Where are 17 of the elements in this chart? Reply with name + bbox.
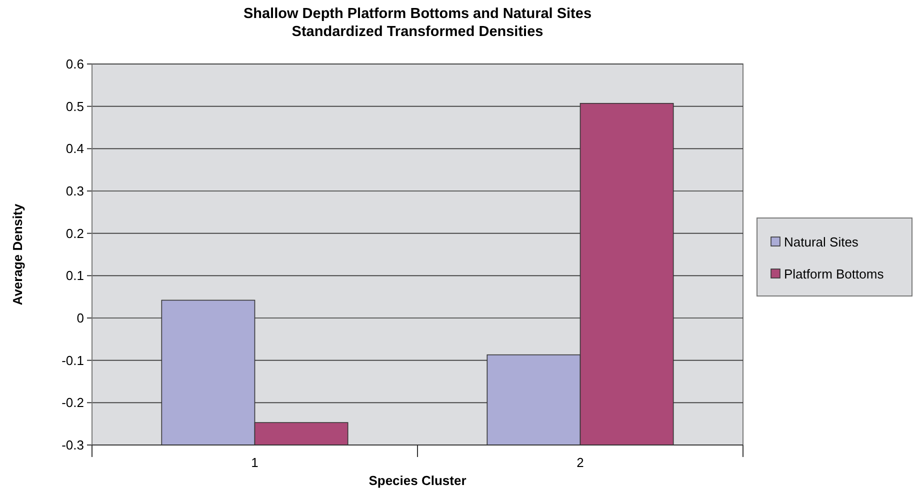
y-tick-label: 0.4 bbox=[66, 141, 84, 156]
y-tick-label: -0.2 bbox=[62, 395, 84, 410]
chart-title: Shallow Depth Platform Bottoms and Natural Sites Standardized Transformed Densities bbox=[243, 6, 592, 40]
y-tick-label: 0.2 bbox=[66, 226, 84, 241]
legend-label: Natural Sites bbox=[784, 234, 859, 250]
y-tick-label: 0 bbox=[76, 310, 84, 326]
x-tick-label: 2 bbox=[576, 455, 584, 470]
x-axis-title: Species Cluster bbox=[368, 473, 466, 488]
y-tick-label: 0.6 bbox=[66, 56, 84, 72]
legend-label: Platform Bottoms bbox=[784, 266, 884, 282]
y-tick-label: -0.3 bbox=[62, 438, 84, 453]
y-tick-label: -0.1 bbox=[62, 352, 84, 368]
y-axis-title: Average Density bbox=[10, 203, 25, 306]
x-tick-label: 1 bbox=[251, 455, 258, 470]
y-tick-label: 0.5 bbox=[66, 98, 84, 114]
y-tick-label: 0.1 bbox=[66, 268, 84, 284]
y-tick-label: 0.3 bbox=[66, 184, 84, 199]
